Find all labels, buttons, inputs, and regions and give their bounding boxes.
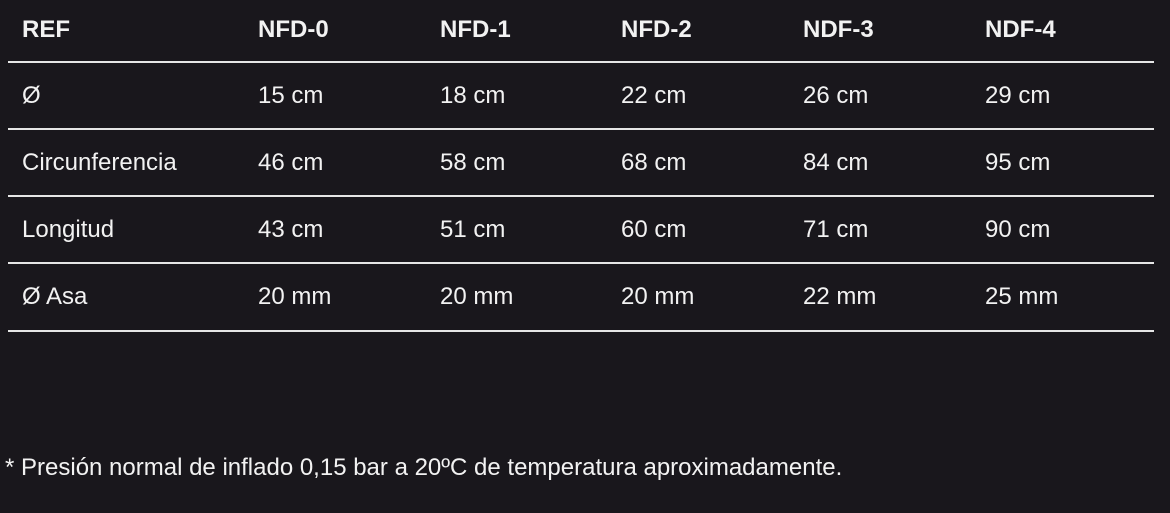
table-row: Ø 15 cm 18 cm 22 cm 26 cm 29 cm xyxy=(8,61,1154,129)
header-cell: NFD-1 xyxy=(440,16,511,43)
header-cell: NFD-2 xyxy=(621,16,692,43)
table-row: Ø Asa 20 mm 20 mm 20 mm 22 mm 25 mm xyxy=(8,262,1154,332)
table-cell: 71 cm xyxy=(803,216,869,243)
row-label: Ø xyxy=(22,82,41,109)
table-header: REF NFD-0 NFD-1 NFD-2 NDF-3 NDF-4 xyxy=(8,0,1154,66)
table-row: Circunferencia 46 cm 58 cm 68 cm 84 cm 9… xyxy=(8,128,1154,196)
footnote: * Presión normal de inflado 0,15 bar a 2… xyxy=(5,454,843,481)
header-cell: NFD-0 xyxy=(258,16,329,43)
table-cell: 25 mm xyxy=(985,283,1059,310)
row-label: Ø Asa xyxy=(22,283,88,310)
table-cell: 26 cm xyxy=(803,82,869,109)
table-cell: 43 cm xyxy=(258,216,324,243)
table-cell: 20 mm xyxy=(621,283,695,310)
table-cell: 95 cm xyxy=(985,149,1051,176)
table-cell: 22 mm xyxy=(803,283,877,310)
table-cell: 51 cm xyxy=(440,216,506,243)
table-row: Longitud 43 cm 51 cm 60 cm 71 cm 90 cm xyxy=(8,195,1154,263)
row-label: Circunferencia xyxy=(22,149,177,176)
header-cell: NDF-4 xyxy=(985,16,1056,43)
table-cell: 60 cm xyxy=(621,216,687,243)
table-cell: 46 cm xyxy=(258,149,324,176)
table-cell: 68 cm xyxy=(621,149,687,176)
table-cell: 20 mm xyxy=(258,283,332,310)
table-cell: 29 cm xyxy=(985,82,1051,109)
table-cell: 15 cm xyxy=(258,82,324,109)
table-cell: 20 mm xyxy=(440,283,514,310)
table-cell: 58 cm xyxy=(440,149,506,176)
table-cell: 22 cm xyxy=(621,82,687,109)
row-label: Longitud xyxy=(22,216,115,243)
header-cell: NDF-3 xyxy=(803,16,874,43)
header-cell: REF xyxy=(22,16,70,43)
table-cell: 18 cm xyxy=(440,82,506,109)
table-cell: 84 cm xyxy=(803,149,869,176)
table-cell: 90 cm xyxy=(985,216,1051,243)
